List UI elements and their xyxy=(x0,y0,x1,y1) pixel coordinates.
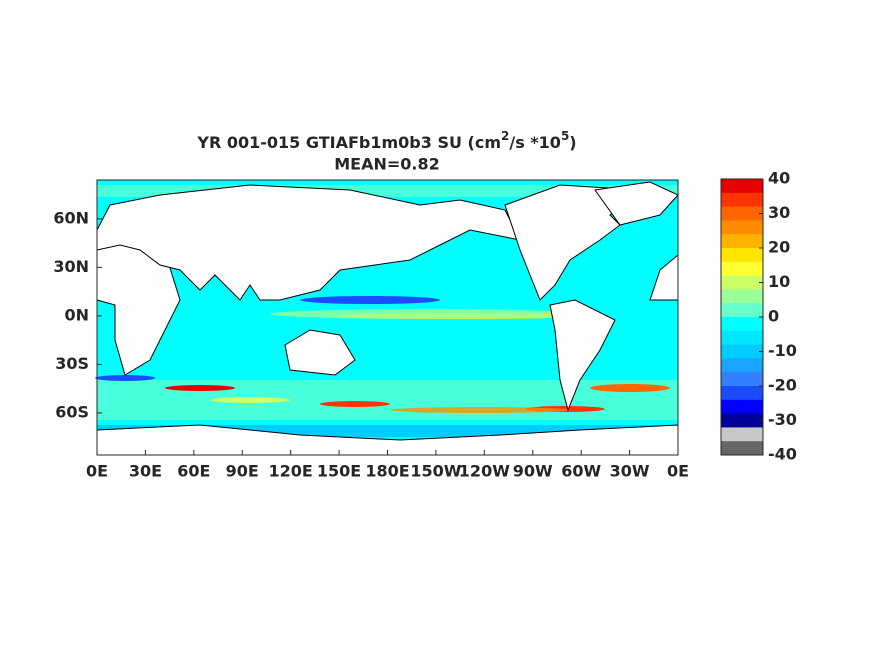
y-tick-label: 0N xyxy=(64,305,89,324)
band xyxy=(320,401,390,407)
colorbar-level xyxy=(721,372,763,387)
australia xyxy=(284,329,356,376)
colorbar-level xyxy=(721,289,763,304)
y-tick-label: 30S xyxy=(55,354,89,373)
colorbar-tick-label: 0 xyxy=(768,307,779,326)
colorbar-tick-label: -30 xyxy=(768,410,797,429)
title-sup: 5 xyxy=(561,129,569,143)
colorbar-tick-label: 10 xyxy=(768,272,790,291)
title-sup: 2 xyxy=(501,129,509,143)
colorbar-level xyxy=(721,344,763,359)
colorbar-level xyxy=(721,413,763,428)
colorbar-level xyxy=(721,317,763,332)
x-tick-label: 30W xyxy=(610,462,650,481)
colorbar-tick-label: 30 xyxy=(768,203,790,222)
title-text: ) xyxy=(569,133,576,152)
band xyxy=(210,397,290,403)
colorbar-tick-label: 40 xyxy=(768,169,790,188)
colorbar-level xyxy=(721,441,763,456)
colorbar-level xyxy=(721,399,763,415)
x-tick-label: 120W xyxy=(459,462,510,481)
coastlines xyxy=(96,181,679,456)
colorbar-tick-label: -10 xyxy=(768,341,797,360)
greenland xyxy=(594,181,679,226)
colorbar-level xyxy=(721,234,763,249)
colorbar-level xyxy=(721,179,763,194)
x-tick-label: 0E xyxy=(667,462,689,481)
colorbar-tick-label: -20 xyxy=(768,376,797,395)
title-text: YR 001-015 GTIAFb1m0b3 SU (cm xyxy=(196,133,501,152)
map xyxy=(95,179,679,456)
band xyxy=(95,375,155,381)
colorbar-level xyxy=(721,358,763,373)
field-bands xyxy=(95,185,678,437)
colorbar-tick-label: 20 xyxy=(768,238,790,257)
colorbar-level xyxy=(721,330,763,346)
colorbar-level xyxy=(721,248,763,263)
y-tick-label: 60S xyxy=(55,402,89,421)
band xyxy=(590,384,670,392)
band xyxy=(270,309,590,319)
y-tick-label: 30N xyxy=(53,257,89,276)
subtitle: MEAN=0.82 xyxy=(334,155,440,174)
colorbar: 40 30 20 10 0 -10 -20 -30 -40 xyxy=(720,169,797,464)
x-tick-label: 90E xyxy=(226,462,259,481)
x-tick-label: 30E xyxy=(129,462,162,481)
x-tick-label: 90W xyxy=(513,462,553,481)
y-tick-label: 60N xyxy=(53,208,89,227)
colorbar-level xyxy=(721,261,763,277)
colorbar-tick-label: -40 xyxy=(768,445,797,464)
eurasia xyxy=(96,184,521,301)
band xyxy=(165,385,235,391)
colorbar-level xyxy=(721,427,763,442)
south-america xyxy=(549,299,616,412)
x-tick-label: 60W xyxy=(561,462,601,481)
x-tick-label: 150E xyxy=(317,462,361,481)
x-tick-label: 0E xyxy=(86,462,108,481)
band xyxy=(300,296,440,304)
title: YR 001-015 GTIAFb1m0b3 SU (cm2/s *105) xyxy=(196,129,576,152)
x-tick-label: 150W xyxy=(410,462,461,481)
x-tick-label: 120E xyxy=(269,462,313,481)
colorbar-level xyxy=(721,192,763,208)
colorbar-level xyxy=(721,220,763,235)
colorbar-level xyxy=(721,275,763,290)
colorbar-level xyxy=(721,206,763,221)
colorbar-level xyxy=(721,303,763,318)
x-tick-label: 180E xyxy=(365,462,409,481)
x-tick-label: 60E xyxy=(177,462,210,481)
band xyxy=(390,407,570,413)
colorbar-level xyxy=(721,386,763,401)
title-text: /s *10 xyxy=(509,133,561,152)
